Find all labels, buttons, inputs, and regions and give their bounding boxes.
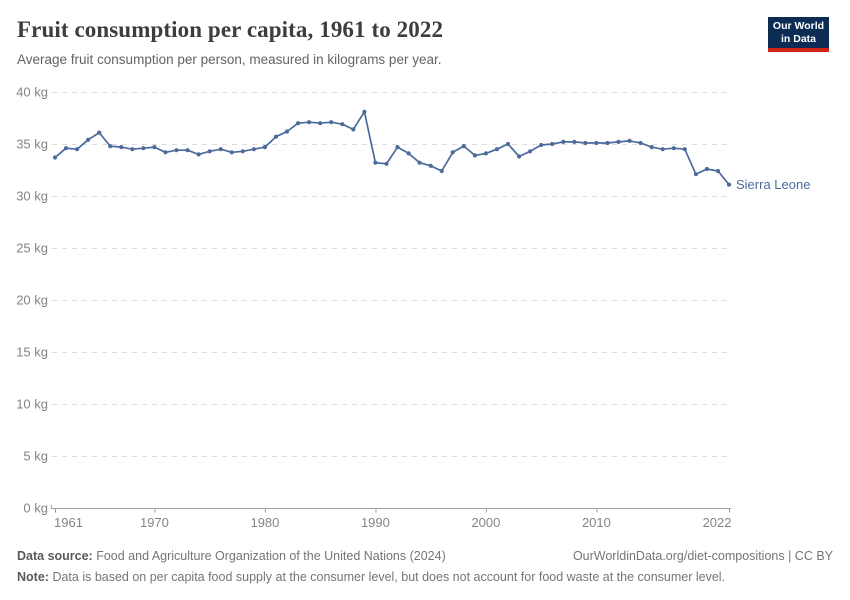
data-point[interactable] — [141, 146, 146, 151]
data-point[interactable] — [251, 147, 256, 152]
data-point[interactable] — [119, 145, 124, 150]
data-point[interactable] — [517, 154, 522, 159]
y-axis-tick-label: 25 kg — [16, 241, 48, 256]
data-point[interactable] — [63, 146, 69, 151]
data-point[interactable] — [108, 144, 113, 149]
data-point[interactable] — [693, 172, 699, 177]
data-point[interactable] — [561, 139, 566, 144]
data-point[interactable] — [351, 127, 356, 132]
x-axis-tick-label: 1980 — [250, 515, 279, 530]
data-point[interactable] — [218, 147, 223, 152]
data-point[interactable] — [704, 166, 710, 172]
data-point[interactable] — [152, 145, 157, 150]
data-point[interactable] — [174, 148, 179, 153]
y-axis-tick-label: 20 kg — [16, 293, 48, 308]
data-point[interactable] — [273, 134, 279, 139]
data-point[interactable] — [406, 151, 411, 156]
data-point[interactable] — [450, 150, 455, 155]
data-point[interactable] — [572, 139, 577, 144]
data-point[interactable] — [638, 140, 643, 146]
chart-plot-area: 0 kg 5 kg 10 kg 15 kg 20 kg 25 kg 30 kg 35 kg 40… — [16, 85, 810, 531]
data-point[interactable] — [340, 122, 345, 127]
data-point[interactable] — [494, 147, 500, 152]
note-label: Note: — [17, 570, 49, 585]
chart-subtitle: Average fruit consumption per person, me… — [17, 52, 442, 67]
data-point[interactable] — [52, 155, 58, 160]
footer-note: Note: Data is based on per capita food s… — [17, 570, 726, 585]
y-axis-tick-label: 35 kg — [16, 137, 48, 152]
data-point[interactable] — [284, 129, 290, 134]
data-point[interactable] — [240, 149, 245, 154]
owid-url-link[interactable]: OurWorldinData.org/diet-compositions | C… — [572, 549, 833, 563]
data-point[interactable] — [417, 160, 422, 165]
y-axis-tick-label: 5 kg — [23, 449, 48, 464]
data-point[interactable] — [296, 121, 301, 126]
data-point[interactable] — [329, 120, 334, 125]
x-axis-tick-label: 1990 — [361, 515, 390, 530]
data-point[interactable] — [97, 130, 102, 135]
data-point[interactable] — [130, 147, 135, 152]
data-point[interactable] — [682, 147, 687, 152]
owid-logo-line2: in Data — [780, 33, 816, 45]
y-axis-tick-label: 15 kg — [16, 345, 48, 360]
data-point[interactable] — [428, 163, 433, 168]
data-point[interactable] — [472, 153, 477, 158]
data-point[interactable] — [483, 151, 488, 156]
owid-logo-line1: Our World — [772, 20, 825, 32]
data-point[interactable] — [207, 149, 212, 154]
data-point[interactable] — [163, 150, 168, 155]
data-point[interactable] — [318, 121, 323, 126]
data-point[interactable] — [726, 182, 732, 187]
data-point[interactable] — [196, 152, 201, 157]
x-axis-tick-label: 1970 — [140, 515, 169, 530]
data-point[interactable] — [660, 147, 665, 152]
data-point[interactable] — [505, 141, 511, 147]
data-point[interactable] — [461, 144, 466, 149]
data-point[interactable] — [395, 145, 400, 150]
x-axis-tick-label: 2022 — [703, 515, 732, 530]
data-point[interactable] — [605, 140, 610, 146]
data-point[interactable] — [594, 140, 599, 146]
chart-footer: Data source: Food and Agriculture Organi… — [17, 547, 833, 586]
data-source-text: Data source: Food and Agriculture Organi… — [17, 549, 446, 563]
data-point[interactable] — [75, 147, 80, 152]
y-axis-tick-label: 30 kg — [16, 189, 48, 204]
data-point[interactable] — [185, 148, 190, 153]
data-point[interactable] — [262, 145, 267, 150]
data-point[interactable] — [362, 109, 367, 114]
data-point[interactable] — [539, 142, 544, 148]
y-axis-tick-label: 10 kg — [16, 397, 48, 412]
data-point[interactable] — [384, 161, 389, 166]
x-axis-tick-label: 2010 — [582, 515, 611, 530]
data-source-label: Data source: — [17, 549, 93, 563]
data-point[interactable] — [439, 168, 444, 174]
data-point[interactable] — [671, 146, 676, 151]
y-axis-tick-label: 40 kg — [16, 85, 48, 100]
x-axis-tick-label: 1961 — [54, 515, 83, 530]
owid-logo[interactable]: Our World in Data — [768, 17, 829, 52]
data-point[interactable] — [528, 149, 533, 154]
data-point[interactable] — [616, 139, 621, 144]
entity-label-sierra-leone[interactable]: Sierra Leone — [736, 177, 810, 192]
chart-title: Fruit consumption per capita, 1961 to 20… — [17, 17, 444, 42]
data-point[interactable] — [86, 137, 91, 142]
data-point[interactable] — [373, 160, 378, 165]
x-axis-tick-label: 2000 — [471, 515, 500, 530]
data-point[interactable] — [627, 138, 632, 143]
data-point[interactable] — [550, 141, 555, 147]
y-axis-tick-label: 0 kg — [23, 501, 48, 516]
data-point[interactable] — [715, 168, 721, 174]
data-point[interactable] — [649, 145, 654, 150]
data-point[interactable] — [229, 150, 234, 155]
data-point[interactable] — [307, 120, 312, 125]
data-point[interactable] — [583, 140, 588, 146]
